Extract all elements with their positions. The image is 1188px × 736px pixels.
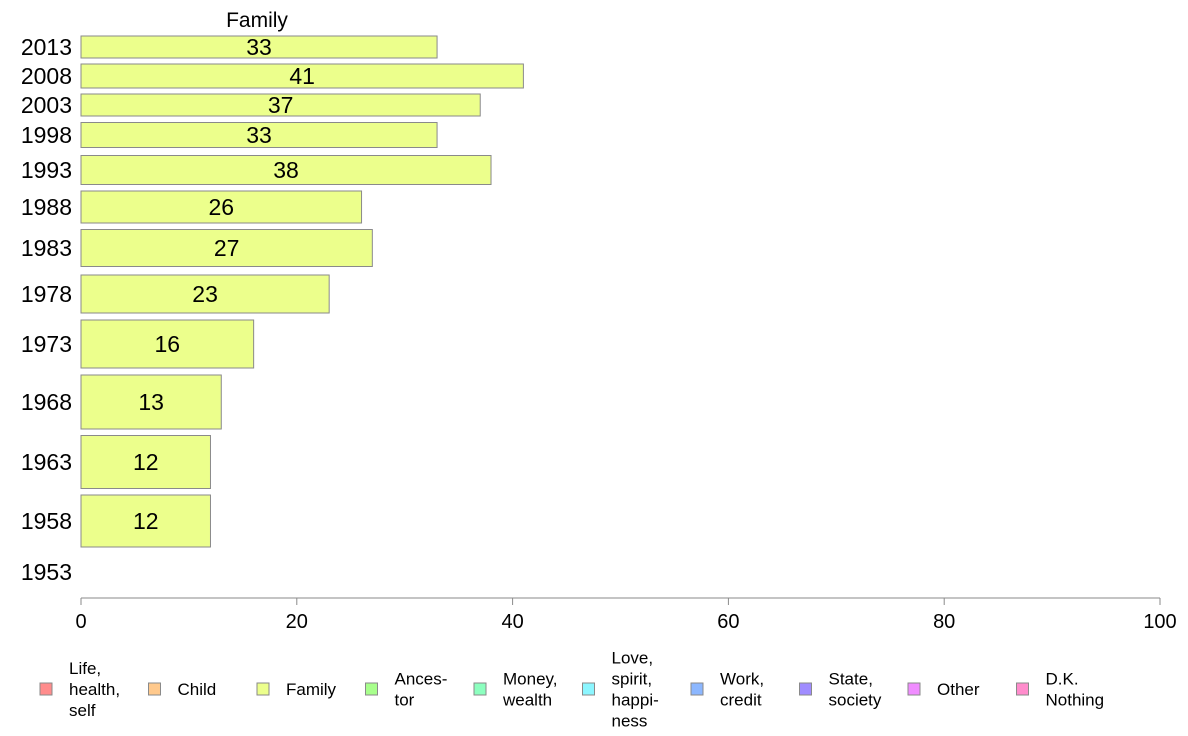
- bar-value-label: 33: [246, 122, 272, 148]
- legend-label: Ances-tor: [395, 670, 448, 710]
- legend-label: Money, wealth: [502, 670, 558, 710]
- legend-swatch: [148, 682, 161, 696]
- bar-value-label: 33: [246, 34, 272, 60]
- legend-swatch: [365, 682, 378, 696]
- bars-layer: 2013 33 2008 41 2003 37 1998 33 1993 38 1988 26 1983…: [21, 34, 524, 585]
- bar-value-label: 23: [192, 281, 218, 307]
- legend-label: Other: [937, 680, 980, 699]
- legend-item: Child: [148, 680, 217, 699]
- legend-item: Money, wealth: [473, 670, 558, 710]
- y-tick-label: 1998: [21, 122, 72, 148]
- x-tick-label: 60: [717, 611, 739, 633]
- y-tick-label: 1978: [21, 281, 72, 307]
- x-axis: 0 20 40 60 80 100: [75, 597, 1177, 633]
- legend-swatch: [39, 682, 53, 696]
- y-tick-label: 2013: [21, 34, 72, 60]
- x-tick-label: 40: [501, 611, 523, 633]
- legend-item: D.K. Nothing: [1016, 670, 1105, 710]
- bar: [80, 274, 330, 314]
- legend-label: Love, spirit, happi-ness: [612, 649, 659, 731]
- bar: [80, 229, 373, 267]
- x-tick-label: 0: [75, 611, 86, 633]
- legend-item: Family: [256, 680, 337, 699]
- legend-item: State, society: [799, 670, 882, 710]
- legend-item: Work, credit: [690, 670, 764, 710]
- bar-value-label: 41: [289, 63, 315, 89]
- legend-swatch: [690, 682, 704, 696]
- bar: [80, 319, 255, 369]
- bar-value-label: 38: [273, 157, 299, 183]
- y-tick-label: 1953: [21, 559, 72, 585]
- legend-swatch: [582, 682, 595, 696]
- bar: [80, 494, 211, 548]
- legend: Life, health, self Child Family Ances-tor Mone…: [39, 649, 1105, 731]
- legend-swatch: [256, 682, 270, 696]
- bar: [80, 63, 524, 89]
- legend-label: Life, health, self: [69, 659, 120, 720]
- bar-value-label: 12: [133, 508, 159, 534]
- bar-value-label: 12: [133, 449, 159, 475]
- y-tick-label: 1993: [21, 157, 72, 183]
- legend-label: D.K. Nothing: [1046, 670, 1105, 710]
- legend-swatch: [907, 682, 921, 696]
- bar: [80, 435, 211, 489]
- y-tick-label: 1988: [21, 194, 72, 220]
- bar-value-label: 26: [208, 194, 234, 220]
- bar: [80, 93, 481, 117]
- legend-label: Work, credit: [720, 670, 764, 710]
- y-tick-label: 2008: [21, 63, 72, 89]
- y-tick-label: 1968: [21, 389, 72, 415]
- chart-title: Family: [226, 9, 288, 32]
- x-tick-label: 20: [286, 611, 308, 633]
- bar-value-label: 16: [155, 331, 181, 357]
- bar: [80, 374, 222, 430]
- y-tick-label: 1973: [21, 331, 72, 357]
- legend-swatch: [799, 682, 812, 696]
- bar-value-label: 37: [268, 92, 294, 118]
- bar: [80, 155, 492, 185]
- legend-swatch: [1016, 682, 1029, 696]
- x-tick-label: 100: [1143, 611, 1176, 633]
- legend-label: Child: [178, 680, 217, 699]
- y-tick-label: 2003: [21, 92, 72, 118]
- legend-item: Ances-tor: [365, 670, 448, 710]
- x-tick-label: 80: [933, 611, 955, 633]
- y-tick-label: 1963: [21, 449, 72, 475]
- bar-value-label: 27: [214, 235, 240, 261]
- y-tick-label: 1958: [21, 508, 72, 534]
- y-tick-label: 1983: [21, 235, 72, 261]
- legend-item: Love, spirit, happi-ness: [582, 649, 659, 731]
- legend-label: State, society: [829, 670, 882, 710]
- bar: [80, 190, 363, 224]
- bar: [80, 35, 438, 59]
- legend-label: Family: [286, 680, 337, 699]
- legend-swatch: [473, 682, 487, 696]
- bar: [80, 122, 438, 148]
- legend-item: Other: [907, 680, 980, 699]
- legend-item: Life, health, self: [39, 659, 120, 720]
- bar-value-label: 13: [138, 389, 164, 415]
